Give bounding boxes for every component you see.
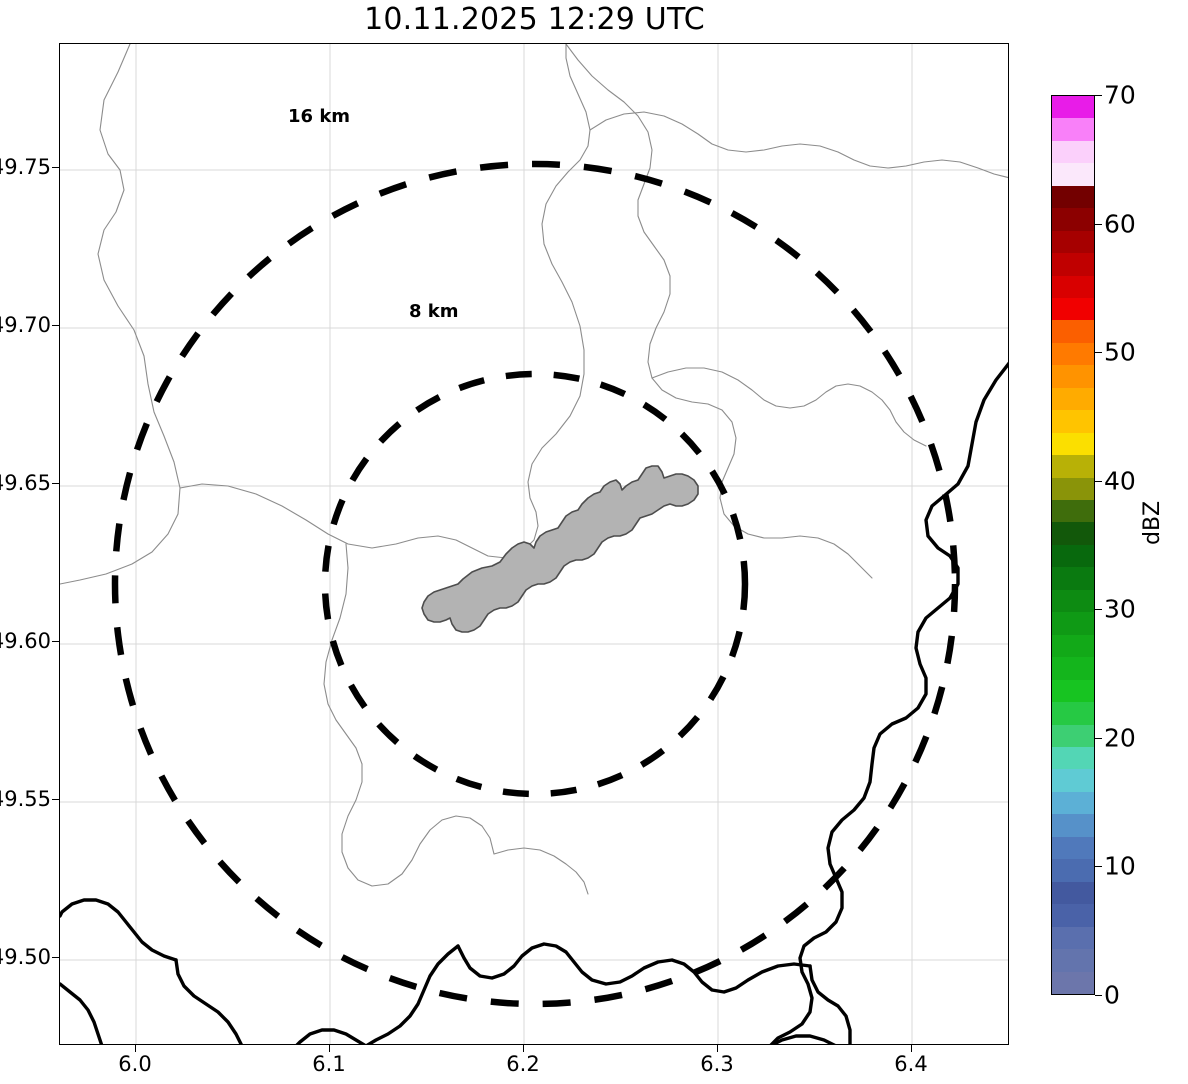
colorbar-band-23 (1052, 455, 1094, 478)
range-ring-label-16km: 16 km (288, 106, 351, 127)
ytick-label-3: 49.65 (0, 471, 51, 495)
colorbar-band-22 (1052, 477, 1094, 501)
cbtick-label-40: 40 (1104, 466, 1136, 496)
x-axis-tick-labels: 6.0 6.1 6.2 6.3 6.4 (59, 1052, 1009, 1082)
cbtick-mark-50 (1095, 352, 1102, 354)
ytick-mark-49.65 (52, 483, 59, 485)
map-canvas (60, 44, 1008, 1044)
colorbar-band-21 (1052, 500, 1094, 523)
ytick-label-5: 49.75 (0, 155, 51, 179)
colorbar-band-25 (1052, 410, 1094, 433)
xtick-mark-6.3 (717, 1045, 719, 1052)
colorbar-band-7 (1052, 814, 1094, 837)
colorbar-band-35 (1052, 185, 1094, 209)
cbtick-label-50: 50 (1104, 337, 1136, 367)
colorbar-band-13 (1052, 679, 1094, 703)
cbtick-mark-10 (1095, 866, 1102, 868)
national-borders (60, 361, 1008, 1044)
colorbar-band-1 (1052, 949, 1094, 972)
ytick-label-4: 49.70 (0, 313, 51, 337)
cbtick-mark-40 (1095, 481, 1102, 483)
cbtick-mark-70 (1095, 95, 1102, 97)
range-rings (111, 160, 959, 1008)
xtick-mark-6.0 (135, 1045, 137, 1052)
colorbar-band-0 (1052, 971, 1094, 994)
commune-borders (60, 44, 1008, 895)
colorbar-band-8 (1052, 791, 1094, 815)
colorbar[interactable] (1051, 95, 1095, 995)
colorbar-band-12 (1052, 702, 1094, 725)
cbtick-mark-0 (1095, 995, 1102, 997)
xtick-mark-6.2 (523, 1045, 525, 1052)
map-plot-area[interactable]: 16 km 8 km (59, 43, 1009, 1045)
colorbar-band-32 (1052, 253, 1094, 276)
colorbar-band-11 (1052, 724, 1094, 748)
range-ring-16km (111, 160, 959, 1008)
ytick-mark-49.70 (52, 325, 59, 327)
range-ring-label-8km: 8 km (409, 301, 459, 322)
colorbar-band-29 (1052, 320, 1094, 343)
xtick-label-2: 6.2 (506, 1052, 540, 1076)
colorbar-band-10 (1052, 747, 1094, 770)
range-ring-8km (321, 370, 749, 798)
ytick-mark-49.60 (52, 641, 59, 643)
colorbar-band-36 (1052, 163, 1094, 186)
colorbar-band-30 (1052, 297, 1094, 321)
colorbar-band-37 (1052, 140, 1094, 164)
colorbar-band-34 (1052, 208, 1094, 231)
colorbar-band-33 (1052, 230, 1094, 254)
colorbar-band-38 (1052, 118, 1094, 141)
colorbar-band-2 (1052, 926, 1094, 950)
ytick-label-2: 49.60 (0, 629, 51, 653)
xtick-label-1: 6.1 (312, 1052, 346, 1076)
city-polygon (421, 465, 699, 633)
cbtick-mark-60 (1095, 224, 1102, 226)
colorbar-band-3 (1052, 904, 1094, 927)
colorbar-band-5 (1052, 859, 1094, 882)
colorbar-band-31 (1052, 275, 1094, 298)
page-title: 10.11.2025 12:29 UTC (364, 2, 705, 37)
ytick-label-1: 49.55 (0, 787, 51, 811)
colorbar-band-26 (1052, 387, 1094, 411)
colorbar-band-18 (1052, 567, 1094, 590)
colorbar-band-14 (1052, 657, 1094, 680)
xtick-label-0: 6.0 (118, 1052, 152, 1076)
xtick-mark-6.4 (911, 1045, 913, 1052)
xtick-mark-6.1 (329, 1045, 331, 1052)
colorbar-band-16 (1052, 612, 1094, 635)
cbtick-label-0: 0 (1104, 980, 1120, 1010)
colorbar-band-6 (1052, 836, 1094, 860)
xtick-label-3: 6.3 (700, 1052, 734, 1076)
cbtick-mark-20 (1095, 738, 1102, 740)
colorbar-band-9 (1052, 769, 1094, 792)
cbtick-label-30: 30 (1104, 594, 1136, 624)
ytick-mark-49.75 (52, 167, 59, 169)
colorbar-axis-label: dBZ (1140, 500, 1165, 545)
colorbar-band-24 (1052, 432, 1094, 456)
cbtick-mark-30 (1095, 609, 1102, 611)
colorbar-band-17 (1052, 589, 1094, 613)
colorbar-band-28 (1052, 342, 1094, 366)
cbtick-label-20: 20 (1104, 723, 1136, 753)
colorbar-gradient (1051, 95, 1095, 995)
cbtick-label-10: 10 (1104, 851, 1136, 881)
colorbar-band-39 (1052, 95, 1094, 119)
colorbar-band-15 (1052, 634, 1094, 658)
colorbar-band-20 (1052, 522, 1094, 545)
ytick-mark-49.55 (52, 799, 59, 801)
xtick-label-4: 6.4 (894, 1052, 928, 1076)
colorbar-band-27 (1052, 365, 1094, 388)
ytick-label-0: 49.50 (0, 945, 51, 969)
cbtick-label-60: 60 (1104, 209, 1136, 239)
grid-lines (60, 44, 1008, 1044)
y-axis-tick-labels: 49.75 49.70 49.65 49.60 49.55 49.50 (0, 43, 51, 1045)
ytick-mark-49.50 (52, 957, 59, 959)
colorbar-band-4 (1052, 881, 1094, 905)
colorbar-band-19 (1052, 544, 1094, 568)
cbtick-label-70: 70 (1104, 80, 1136, 110)
